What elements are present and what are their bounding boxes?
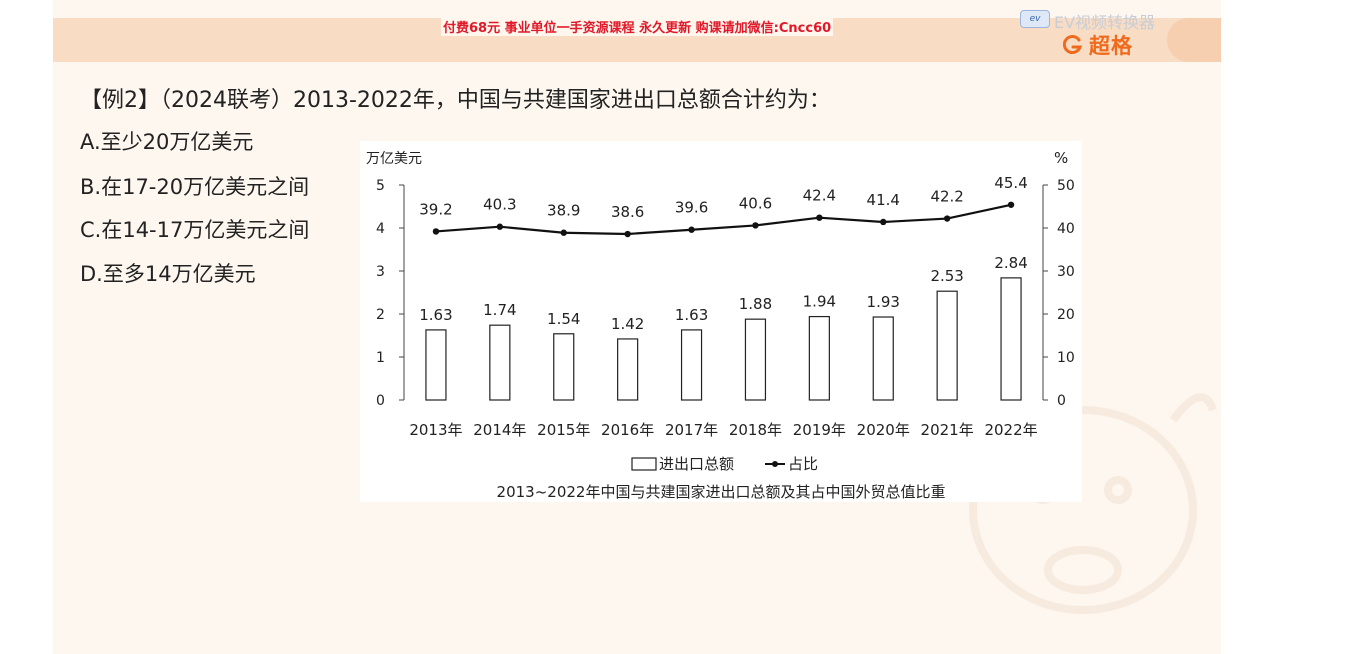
slide: 付费68元 事业单位一手资源课程 永久更新 购课请加微信:Cncc60 ev E… [53, 0, 1221, 654]
x-tick-label: 2022年 [984, 421, 1037, 439]
ev-watermark-text: EV视频转换器 [1054, 13, 1156, 32]
legend-line-marker [772, 461, 778, 467]
x-tick-label: 2017年 [665, 421, 718, 439]
line-point [560, 229, 567, 236]
ad-banner-text: 付费68元 事业单位一手资源课程 永久更新 购课请加微信:Cncc60 [441, 17, 834, 36]
y-tick-label-left: 2 [376, 307, 385, 323]
legend-label-bar: 进出口总额 [659, 455, 734, 473]
share-line [435, 203, 1012, 236]
line-value-label: 40.6 [739, 194, 772, 212]
question-text: 【例2】（2024联考）2013-2022年，中国与共建国家进出口总额合计约为： [80, 88, 831, 113]
line-point [432, 228, 440, 235]
x-tick-label: 2019年 [793, 421, 846, 439]
bar [1000, 277, 1022, 401]
option-a[interactable]: A.至少20万亿美元 [80, 130, 254, 154]
y-tick-label-right: 10 [1057, 350, 1075, 366]
y-tick-label-right: 30 [1057, 264, 1075, 280]
bar [489, 324, 511, 401]
bar [936, 290, 958, 401]
bar-value-label: 1.93 [867, 293, 900, 311]
line-value-label: 41.4 [867, 191, 900, 209]
x-tick-label: 2014年 [473, 421, 526, 439]
bar [872, 316, 894, 401]
brand-logo: 超格 [1063, 30, 1133, 60]
y-tick-label-left: 5 [376, 178, 385, 194]
x-tick-label: 2013年 [409, 421, 462, 439]
bar [553, 333, 575, 401]
line-value-label: 40.3 [483, 196, 516, 214]
legend-label-line: 占比 [788, 455, 818, 473]
line-point [688, 226, 695, 233]
y-tick-label-left: 1 [376, 350, 385, 366]
y-tick-label-right: 20 [1057, 307, 1075, 323]
line-point [1007, 201, 1015, 208]
line-point [943, 215, 951, 222]
bar [680, 329, 703, 401]
y-tick-label-right: 0 [1057, 393, 1066, 409]
legend-bar-swatch [631, 457, 657, 471]
bar-value-label: 2.84 [994, 254, 1027, 272]
line-value-label: 42.4 [803, 187, 836, 205]
option-d[interactable]: D.至多14万亿美元 [80, 262, 256, 286]
bar-value-label: 1.88 [739, 295, 772, 313]
bar-value-label: 1.74 [483, 301, 516, 319]
line-point [752, 222, 759, 229]
bar-value-label: 1.42 [611, 315, 644, 333]
bar-value-label: 1.94 [803, 293, 836, 311]
y-tick-label-right: 50 [1057, 178, 1075, 194]
line-value-label: 38.6 [611, 203, 644, 221]
x-tick-label: 2021年 [921, 421, 974, 439]
x-tick-label: 2020年 [857, 421, 910, 439]
bar-value-label: 1.54 [547, 310, 580, 328]
chart-panel: 万亿美元 % 0 1 2 3 4 5 0 10 20 30 40 50 2013年 2014年 2015年 2… [360, 141, 1082, 502]
bar [617, 338, 639, 401]
line-point [816, 214, 823, 221]
y-axis-right-label: % [1054, 149, 1068, 167]
line-value-label: 39.2 [419, 200, 452, 218]
line-value-label: 38.9 [547, 202, 580, 220]
line-point [880, 218, 887, 226]
chart-title: 2013~2022年中国与共建国家进出口总额及其占中国外贸总值比重 [497, 483, 946, 501]
x-tick-label: 2016年 [601, 421, 654, 439]
line-value-label: 42.2 [930, 188, 963, 206]
y-tick-label-right: 40 [1057, 221, 1075, 237]
header-band-end [1167, 18, 1221, 62]
y-tick-label-left: 0 [376, 393, 385, 409]
option-c[interactable]: C.在14-17万亿美元之间 [80, 218, 310, 242]
line-value-label: 45.4 [994, 174, 1027, 192]
bar [744, 318, 767, 401]
brand-name: 超格 [1089, 34, 1133, 58]
y-axis-left-label: 万亿美元 [366, 151, 422, 167]
x-tick-label: 2015年 [537, 421, 590, 439]
x-tick-label: 2018年 [729, 421, 782, 439]
option-b[interactable]: B.在17-20万亿美元之间 [80, 175, 310, 199]
brand-g-icon [1063, 35, 1083, 54]
bar [808, 315, 830, 401]
bar [425, 329, 447, 401]
y-tick-label-left: 3 [376, 264, 385, 280]
bar-value-label: 2.53 [930, 267, 963, 285]
bar-value-label: 1.63 [675, 306, 708, 324]
line-point [496, 223, 504, 230]
bar-value-label: 1.63 [419, 306, 452, 324]
line-point [624, 230, 631, 238]
line-value-label: 39.6 [675, 199, 708, 217]
y-tick-label-left: 4 [376, 221, 385, 237]
ev-logo-icon: ev [1020, 10, 1050, 28]
